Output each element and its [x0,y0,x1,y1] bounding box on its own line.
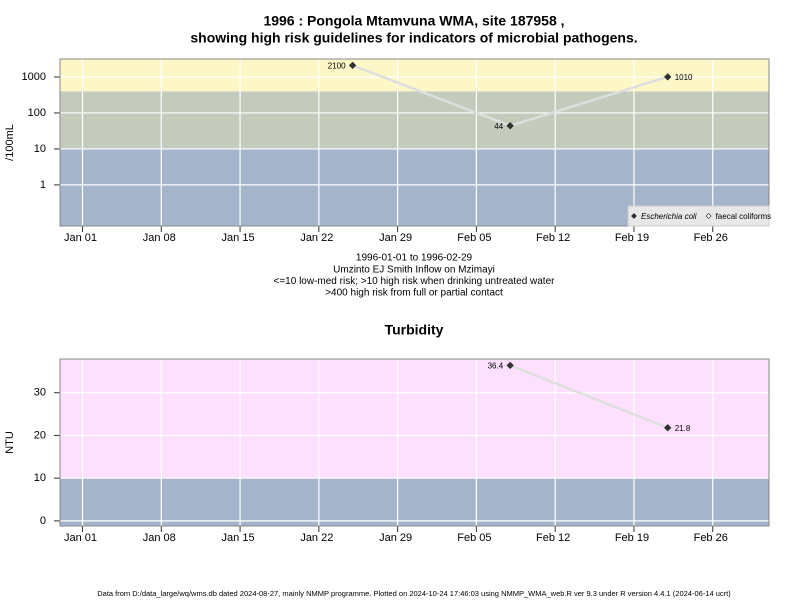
x-tick-label: Feb 12 [536,232,570,244]
footer: Data from D:/data_large/wq/wms.db dated … [97,589,731,598]
risk-band [60,478,769,526]
y-tick-label: 30 [34,387,46,399]
y-tick-label: 10 [34,143,46,155]
legend-marker [631,213,637,219]
x-axis-note: 1996-01-01 to 1996-02-29 [356,253,473,264]
x-tick-label: Jan 22 [300,532,333,544]
x-tick-label: Jan 08 [143,532,176,544]
data-label: 36.4 [488,362,504,371]
x-axis-note: <=10 low-med risk; >10 high risk when dr… [274,276,556,287]
x-tick-label: Feb 19 [615,232,649,244]
y-axis-label: NTU [4,431,16,454]
plot-frame [59,58,770,227]
y-axis-label: /100mL [4,124,16,161]
data-label: 1010 [675,73,693,82]
page-subtitle: showing high risk guidelines for indicat… [190,30,637,46]
y-tick-label: 100 [28,107,46,119]
legend-label: faecal coliforms [716,212,772,221]
x-tick-label: Jan 15 [222,232,255,244]
data-point [348,61,357,70]
x-tick-label: Feb 05 [457,532,491,544]
x-tick-label: Jan 01 [64,532,97,544]
x-tick-label: Jan 01 [64,232,97,244]
x-tick-label: Jan 29 [379,532,412,544]
y-tick-label: 10 [34,472,46,484]
data-label: 2100 [328,61,346,70]
x-tick-label: Jan 29 [379,232,412,244]
risk-band [60,91,769,149]
x-axis-note: >400 high risk from full or partial cont… [325,288,503,299]
x-tick-label: Jan 08 [143,232,176,244]
x-tick-label: Feb 19 [615,532,649,544]
x-tick-label: Feb 12 [536,532,570,544]
x-tick-label: Feb 26 [694,232,728,244]
page-title: 1996 : Pongola Mtamvuna WMA, site 187958… [263,13,564,29]
x-tick-label: Feb 26 [694,532,728,544]
data-label: 21.8 [675,424,691,433]
legend-marker [705,213,712,219]
data-point [506,361,514,370]
y-tick-label: 20 [34,429,46,441]
data-point [664,424,672,432]
y-tick-label: 1 [40,179,46,191]
x-axis-note: Umzinto EJ Smith Inflow on Mzimayi [333,264,495,275]
data-point [664,73,672,81]
data-label: 44 [494,122,503,131]
y-tick-label: 1000 [22,71,46,83]
risk-band [60,59,769,92]
risk-band [60,359,769,479]
legend-label: Escherichia coli [641,212,697,221]
plot-frame [59,358,770,527]
x-tick-label: Feb 05 [457,232,491,244]
y-tick-label: 0 [40,515,46,527]
x-tick-label: Jan 22 [300,232,333,244]
data-point [506,122,514,130]
x-tick-label: Jan 15 [222,532,255,544]
chart-title: Turbidity [385,322,444,338]
legend-box [627,205,770,227]
series-line [509,364,669,429]
